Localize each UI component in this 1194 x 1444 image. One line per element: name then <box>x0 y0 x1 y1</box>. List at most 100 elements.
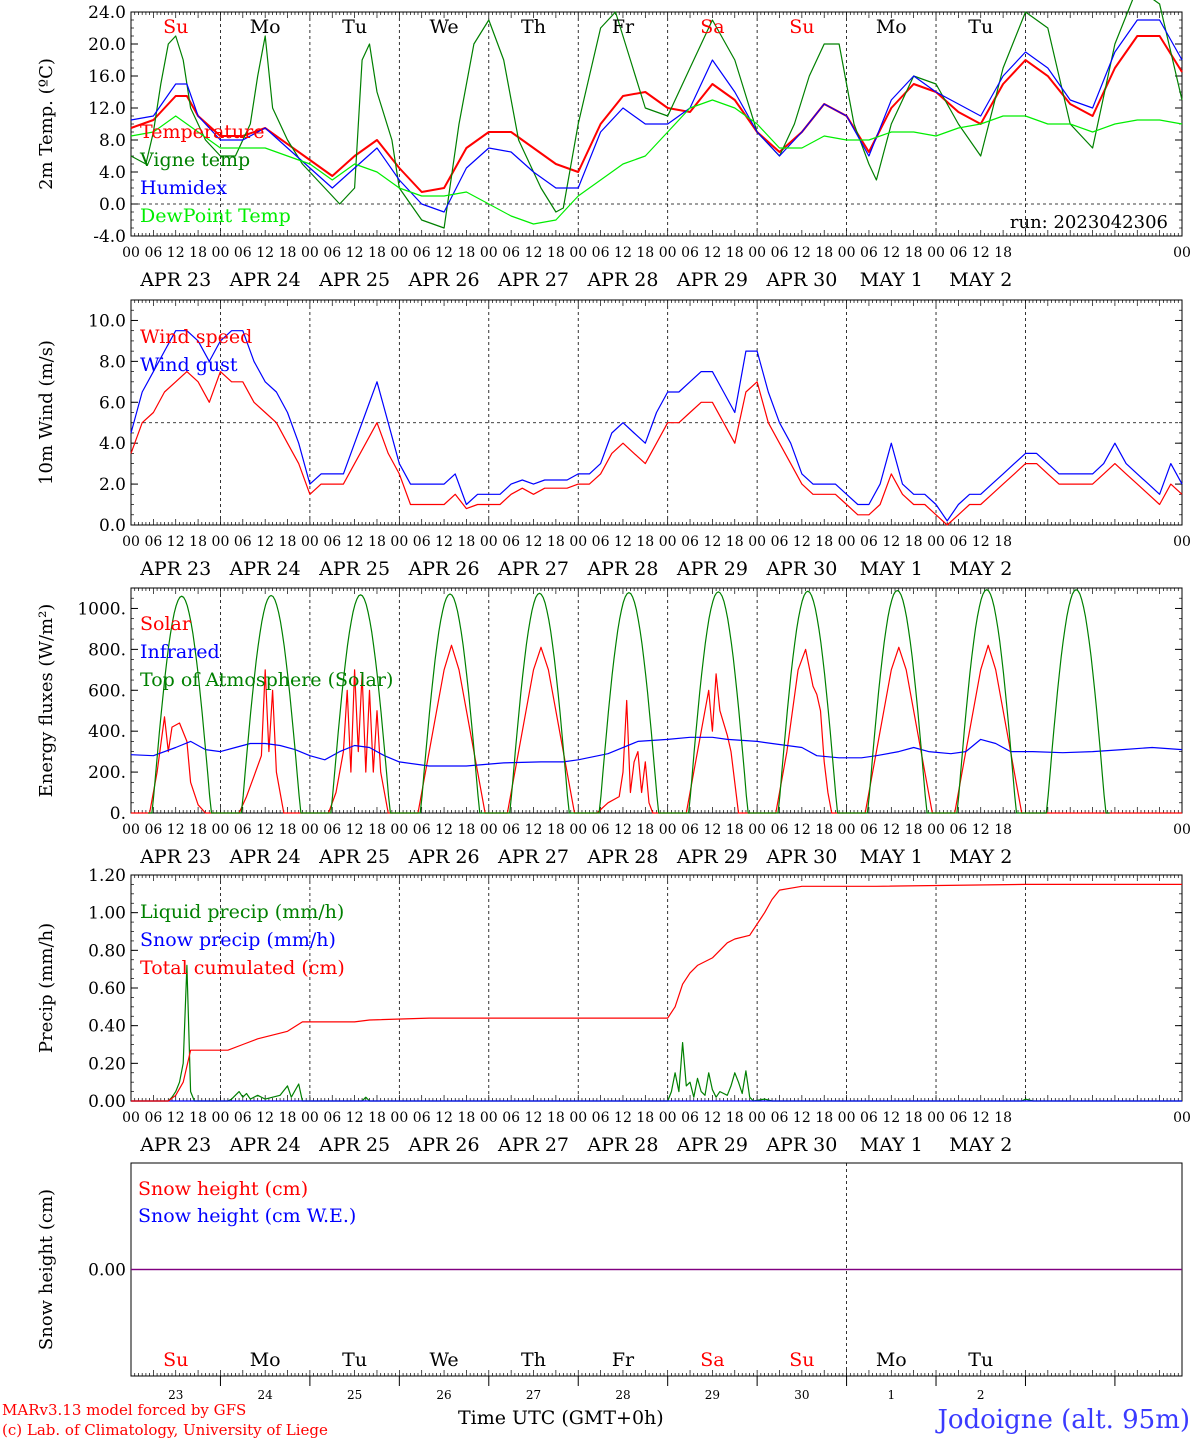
hour-tick-label: 00 <box>1173 534 1191 550</box>
hour-tick-label: 00 <box>838 1110 856 1126</box>
hour-tick-label: 12 <box>793 822 811 838</box>
hour-tick-label: 00 <box>569 534 587 550</box>
hour-tick-label: 00 <box>122 1110 140 1126</box>
weekday-label-top: Su <box>163 16 188 38</box>
date-label: APR 26 <box>408 1134 480 1156</box>
y-tick-label: 800. <box>88 640 126 660</box>
hour-tick-label: 00 <box>122 245 140 261</box>
run-annotation: run: 2023042306 <box>1010 212 1168 233</box>
date-label: MAY 1 <box>860 558 923 580</box>
y-tick-label: 0.00 <box>88 1261 126 1281</box>
hour-tick-label: 12 <box>793 534 811 550</box>
hour-tick-label: 00 <box>927 822 945 838</box>
day-number-label: 26 <box>436 1388 451 1402</box>
date-label: APR 24 <box>229 1134 301 1156</box>
y-tick-label: 1.00 <box>88 904 126 924</box>
date-label: MAY 2 <box>949 269 1012 291</box>
hour-tick-label: 18 <box>994 1110 1012 1126</box>
hour-tick-label: 06 <box>413 822 431 838</box>
y-tick-label: 2.0 <box>99 475 126 495</box>
hour-tick-label: 18 <box>726 245 744 261</box>
hour-tick-label: 12 <box>972 245 990 261</box>
day-number-label: 24 <box>258 1388 274 1402</box>
hour-tick-label: 06 <box>413 1110 431 1126</box>
legend-entry: Solar <box>140 613 192 635</box>
series-line-2-0 <box>131 644 1182 814</box>
y-tick-label: 600. <box>88 681 126 701</box>
hour-tick-label: 06 <box>860 822 878 838</box>
hour-tick-label: 00 <box>838 534 856 550</box>
date-label: APR 28 <box>586 558 658 580</box>
date-label: APR 27 <box>497 269 569 291</box>
hour-tick-label: 00 <box>390 1110 408 1126</box>
hour-tick-label: 00 <box>927 1110 945 1126</box>
hour-tick-label: 12 <box>525 245 543 261</box>
hour-tick-label: 18 <box>726 822 744 838</box>
y-axis-label: Snow height (cm) <box>36 1189 57 1350</box>
hour-tick-label: 18 <box>636 822 654 838</box>
hour-tick-label: 18 <box>905 1110 923 1126</box>
hour-tick-label: 06 <box>234 245 252 261</box>
hour-tick-label: 12 <box>525 822 543 838</box>
legend-entry: Top of Atmosphere (Solar) <box>140 669 393 691</box>
series-line-3-2 <box>131 883 1182 1102</box>
hour-tick-label: 18 <box>547 245 565 261</box>
credit-line-1: MARv3.13 model forced by GFS <box>2 1401 246 1419</box>
hour-tick-label: 06 <box>771 1110 789 1126</box>
date-label: APR 25 <box>318 269 390 291</box>
hour-tick-label: 00 <box>301 1110 319 1126</box>
weekday-label-top: Th <box>521 16 546 38</box>
y-tick-label: 8.0 <box>99 352 126 372</box>
time-axis-label: Time UTC (GMT+0h) <box>458 1407 664 1429</box>
hour-tick-label: 18 <box>994 534 1012 550</box>
hour-tick-label: 00 <box>212 822 230 838</box>
date-label: MAY 1 <box>860 1134 923 1156</box>
day-number-label: 25 <box>347 1388 362 1402</box>
hour-tick-label: 00 <box>212 1110 230 1126</box>
date-label: APR 23 <box>139 558 211 580</box>
hour-tick-label: 06 <box>234 822 252 838</box>
hour-tick-label: 12 <box>793 245 811 261</box>
hour-tick-label: 06 <box>323 534 341 550</box>
hour-tick-label: 18 <box>547 534 565 550</box>
hour-tick-label: 12 <box>972 822 990 838</box>
date-label: APR 27 <box>497 1134 569 1156</box>
day-number-label: 29 <box>705 1388 720 1402</box>
hour-tick-label: 12 <box>256 245 274 261</box>
date-label: APR 29 <box>676 558 748 580</box>
hour-tick-label: 12 <box>703 822 721 838</box>
weekday-label-bottom: Tu <box>968 1349 993 1371</box>
date-label: APR 28 <box>586 846 658 868</box>
weekday-label-bottom: Sa <box>700 1349 724 1371</box>
hour-tick-label: 00 <box>569 1110 587 1126</box>
weekday-label-top: Mo <box>876 16 907 38</box>
hour-tick-label: 00 <box>122 534 140 550</box>
hour-tick-label: 00 <box>838 245 856 261</box>
hour-tick-label: 00 <box>1173 822 1191 838</box>
hour-tick-label: 12 <box>167 534 185 550</box>
hour-tick-label: 00 <box>748 1110 766 1126</box>
hour-tick-label: 18 <box>279 245 297 261</box>
hour-tick-label: 18 <box>547 1110 565 1126</box>
hour-tick-label: 00 <box>659 822 677 838</box>
y-tick-label: 0.40 <box>88 1017 126 1037</box>
y-tick-label: 6.0 <box>99 393 126 413</box>
hour-tick-label: 12 <box>435 534 453 550</box>
series-line-0-1 <box>130 0 1183 229</box>
weekday-label-top: Su <box>789 16 814 38</box>
day-number-label: 28 <box>615 1388 630 1402</box>
weekday-label-top: Tu <box>342 16 367 38</box>
hour-tick-label: 06 <box>860 1110 878 1126</box>
hour-tick-label: 06 <box>949 534 967 550</box>
hour-tick-label: 06 <box>592 534 610 550</box>
date-label: APR 29 <box>676 1134 748 1156</box>
hour-tick-label: 00 <box>569 822 587 838</box>
hour-tick-label: 06 <box>413 245 431 261</box>
hour-tick-label: 06 <box>681 245 699 261</box>
y-axis-label: Precip (mm/h) <box>36 923 57 1053</box>
y-tick-label: 200. <box>88 763 126 783</box>
hour-tick-label: 00 <box>1173 1110 1191 1126</box>
hour-tick-label: 12 <box>256 534 274 550</box>
hour-tick-label: 18 <box>368 534 386 550</box>
